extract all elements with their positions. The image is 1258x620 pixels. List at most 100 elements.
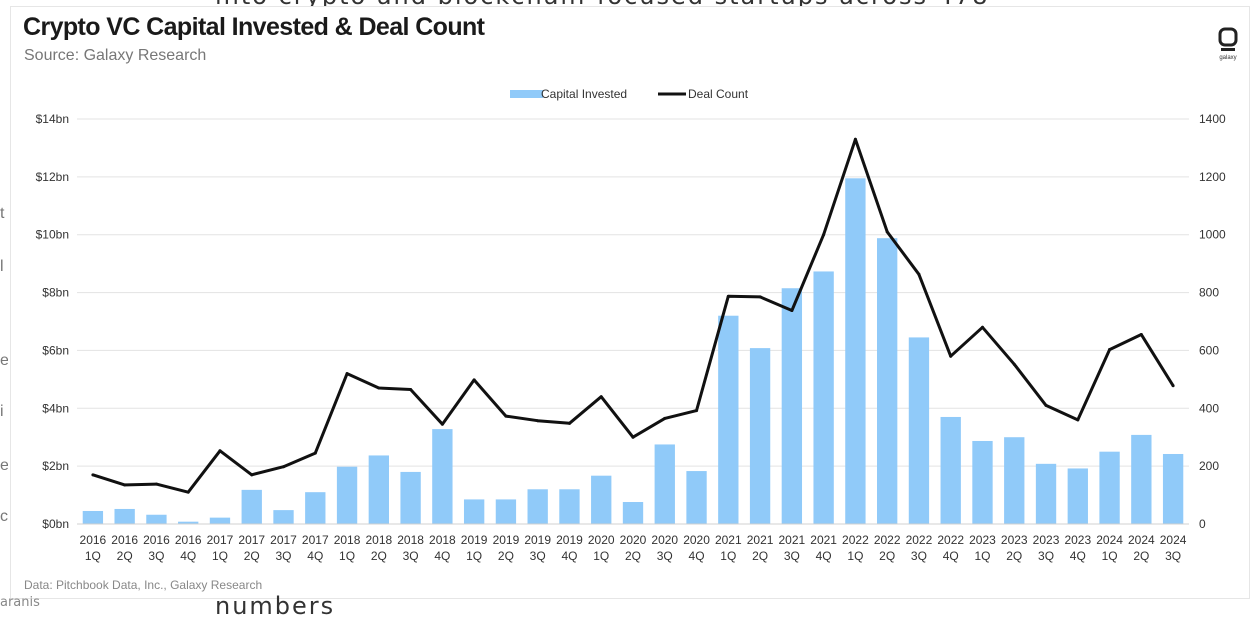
capital-bar [432,429,453,524]
deal-count-point [91,473,95,477]
deal-count-point [472,378,476,382]
x-tick-label-quarter: 2Q [752,549,768,563]
deal-count-point [154,482,158,486]
x-tick-label-quarter: 1Q [593,549,609,563]
deal-count-point [250,473,254,477]
capital-bar [305,492,326,524]
capital-invested-bars [82,178,1184,524]
x-tick-label-quarter: 2Q [117,549,133,563]
page-margin-glyph: c [0,508,8,525]
x-tick-label-year: 2019 [556,533,583,547]
x-tick-label-year: 2023 [1064,533,1091,547]
deal-count-point [440,422,444,426]
x-tick-label-quarter: 2Q [244,549,260,563]
y-left-tick-label: $14bn [36,112,69,126]
x-tick-label-quarter: 2Q [625,549,641,563]
capital-bar [940,416,961,524]
x-tick-label-year: 2016 [111,533,138,547]
capital-bar [908,337,930,524]
deal-count-point [282,465,286,469]
capital-bar [972,440,993,524]
legend: Capital Invested Deal Count [510,87,749,101]
x-tick-label-year: 2016 [80,533,107,547]
x-tick-label-year: 2022 [937,533,964,547]
deal-count-point [504,414,508,418]
x-tick-label-quarter: 4Q [689,549,705,563]
x-tick-label-year: 2020 [651,533,678,547]
page-margin-glyph: e [0,457,8,474]
deal-count-point [949,354,953,358]
x-tick-label-year: 2023 [1033,533,1060,547]
capital-bar [718,315,739,524]
x-tick-label-quarter: 3Q [403,549,419,563]
x-tick-label-quarter: 1Q [212,549,228,563]
capital-bar [749,348,771,524]
capital-bar [1067,468,1088,524]
page-margin-glyph: l [0,258,4,275]
capital-bar [146,514,167,524]
x-tick-label-quarter: 4Q [816,549,832,563]
x-tick-label-quarter: 2Q [498,549,514,563]
gridlines [77,118,1189,467]
x-tick-label-year: 2019 [524,533,551,547]
deal-count-point [726,294,730,298]
x-tick-label-year: 2017 [207,533,234,547]
y-right-tick-label: 800 [1199,286,1219,300]
capital-bar [1035,463,1057,524]
capital-bar [654,444,675,524]
chart-card: Crypto VC Capital Invested & Deal Count … [10,6,1250,599]
deal-count-point [790,309,794,313]
x-tick-label-year: 2020 [588,533,615,547]
deal-count-point [1012,362,1016,366]
x-tick-label-year: 2023 [1001,533,1028,547]
y-right-tick-label: 400 [1199,401,1219,415]
capital-bar [527,489,548,524]
x-tick-label-quarter: 1Q [847,549,863,563]
deal-count-point [631,435,635,439]
deal-count-point [599,395,603,399]
y-right-tick-label: 1200 [1199,170,1226,184]
capital-bar [209,517,231,524]
x-tick-label-year: 2018 [334,533,361,547]
x-tick-label-year: 2021 [715,533,742,547]
x-tick-label-quarter: 4Q [561,549,577,563]
chart-title: Crypto VC Capital Invested & Deal Count [23,13,485,41]
capital-bar [463,499,485,524]
x-tick-label-quarter: 4Q [180,549,196,563]
y-right-tick-label: 1400 [1199,112,1226,126]
y-left-tick-label: $2bn [42,459,69,473]
x-tick-label-year: 2022 [842,533,869,547]
x-tick-label-year: 2021 [747,533,774,547]
y-left-tick-label: $8bn [42,286,69,300]
y-right-tick-label: 200 [1199,459,1219,473]
x-tick-label-year: 2017 [238,533,265,547]
y-left-tick-label: $12bn [36,170,69,184]
capital-bar [495,499,517,524]
x-tick-label-quarter: 2Q [1133,549,1149,563]
x-tick-label-year: 2024 [1128,533,1155,547]
y-left-tick-label: $10bn [36,228,69,242]
chart-footer: Data: Pitchbook Data, Inc., Galaxy Resea… [24,578,263,592]
capital-bar [114,508,135,524]
capital-bar [591,475,612,524]
deal-count-point [186,490,190,494]
page-text-fragment-bottom: numbers [215,592,336,620]
x-tick-label-year: 2017 [270,533,297,547]
x-tick-label-quarter: 1Q [85,549,101,563]
x-tick-label-quarter: 4Q [307,549,323,563]
chart-subtitle: Source: Galaxy Research [24,47,207,64]
x-tick-label-year: 2020 [620,533,647,547]
deal-count-point [853,137,857,141]
capital-bar [178,521,199,524]
x-tick-label-year: 2018 [397,533,424,547]
capital-bar [1004,437,1025,524]
page-margin-glyph: i [0,403,4,420]
x-tick-label-quarter: 3Q [1038,549,1054,563]
deal-count-point [1076,418,1080,422]
axes: $0bn $2bn $4bn $6bn $8bn $10bn $12bn $14bn 0 200 4… [36,112,1226,563]
x-tick-label-quarter: 4Q [943,549,959,563]
deal-count-point [345,372,349,376]
deal-count-point [1171,384,1175,388]
x-tick-label-quarter: 2Q [371,549,387,563]
deal-count-point [218,449,222,453]
